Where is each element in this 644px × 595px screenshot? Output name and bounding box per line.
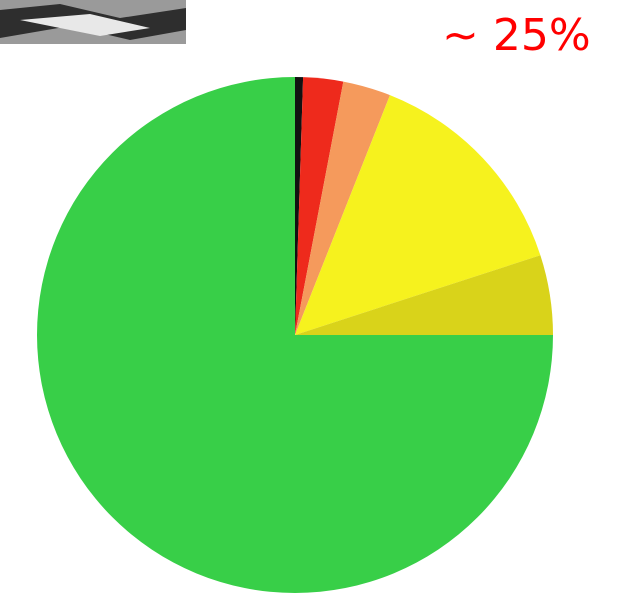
pie xyxy=(37,77,553,593)
thumbnail xyxy=(0,0,186,44)
annotation: ~ 25% xyxy=(442,10,591,61)
chart: ~ 25% xyxy=(0,0,644,595)
